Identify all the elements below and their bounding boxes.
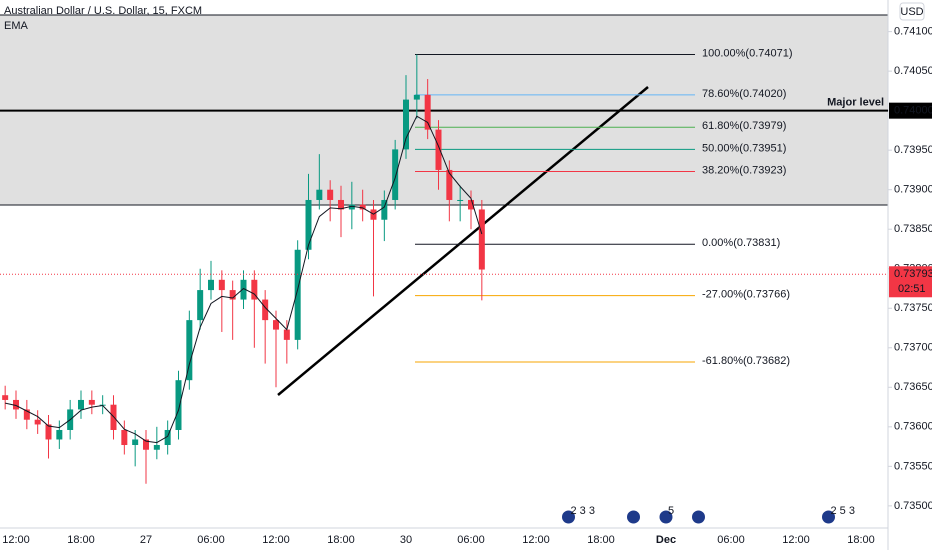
- event-icon: [626, 509, 641, 525]
- candle-body: [121, 429, 128, 446]
- x-tick-label: 18:00: [327, 534, 355, 546]
- event-icon: [821, 509, 836, 525]
- x-tick-label: 12:00: [782, 534, 810, 546]
- trendline: [277, 86, 649, 396]
- candle-body: [327, 189, 334, 200]
- countdown: 02:51: [898, 283, 926, 295]
- major-level-name: Major level: [827, 97, 884, 109]
- candle-body: [392, 149, 399, 200]
- event-label[interactable]: 2 3 3: [571, 505, 595, 517]
- fib-label: -61.80%(0.73682): [702, 355, 790, 367]
- candle-body: [338, 199, 344, 210]
- candle-body: [143, 439, 149, 450]
- currency-button[interactable]: [899, 2, 925, 21]
- x-tick-label: Dec: [656, 534, 676, 546]
- candle-body: [23, 409, 30, 420]
- event-icon: [691, 509, 706, 525]
- event-icon: [561, 509, 576, 525]
- candle-body: [348, 204, 355, 210]
- candle-body: [175, 380, 182, 430]
- x-tick-label: 06:00: [457, 534, 485, 546]
- candle-body: [262, 299, 269, 321]
- candle-body: [316, 189, 323, 200]
- candle-body: [186, 320, 193, 381]
- x-tick-label: 06:00: [717, 534, 745, 546]
- candle-body: [132, 439, 139, 446]
- fib-label: 61.80%(0.73979): [702, 120, 786, 132]
- candle-body: [240, 279, 247, 300]
- candle-body: [381, 199, 388, 220]
- candle-body: [305, 199, 312, 250]
- ema-line: [5, 115, 483, 444]
- major-level-value: 0.74000: [894, 105, 932, 117]
- x-tick-label: 18:00: [847, 534, 875, 546]
- current-price-box: [889, 266, 932, 298]
- indicator-name: EMA: [4, 20, 29, 32]
- candle-body: [197, 290, 204, 321]
- y-tick-label: 0.74050: [894, 65, 932, 77]
- symbol-title: Australian Dollar / U.S. Dollar, 15, FXC…: [4, 5, 202, 17]
- x-tick-label: 27: [140, 534, 152, 546]
- x-tick-label: 12:00: [262, 534, 290, 546]
- y-tick-label: 0.73700: [894, 342, 932, 354]
- y-tick-label: 0.73750: [894, 302, 932, 314]
- candle-body: [446, 169, 453, 200]
- currency[interactable]: USD: [900, 6, 923, 18]
- candle-body: [294, 249, 301, 340]
- x-tick-label: 18:00: [587, 534, 615, 546]
- y-tick-label: 0.73850: [894, 223, 932, 235]
- candle-body: [283, 329, 290, 340]
- major-level-box: [889, 102, 932, 119]
- candle-body: [45, 424, 52, 440]
- candle-body: [403, 99, 409, 150]
- fib-label: -27.00%(0.73766): [702, 289, 790, 301]
- event-label[interactable]: 2 5 3: [831, 505, 855, 517]
- candle-body: [424, 94, 431, 130]
- candle-body: [359, 204, 366, 210]
- candle-body: [13, 399, 19, 410]
- fib-label: 50.00%(0.73951): [702, 142, 786, 154]
- fib-label: 0.00%(0.73831): [702, 237, 780, 249]
- event-label[interactable]: 5: [668, 505, 674, 517]
- candle-body: [2, 395, 9, 400]
- event-icon: [658, 509, 674, 525]
- y-tick-label: 0.73950: [894, 144, 932, 156]
- x-tick-label: 12:00: [2, 534, 30, 546]
- fib-label: 38.20%(0.73923): [702, 164, 786, 176]
- candle-body: [218, 279, 225, 291]
- candle-body: [164, 429, 171, 446]
- current-price-label: 0.73793: [894, 268, 932, 280]
- candle-body: [78, 399, 84, 410]
- y-tick-label: 0.74100: [894, 26, 932, 38]
- candle-body: [56, 429, 63, 440]
- fib-label: 100.00%(0.74071): [702, 47, 793, 59]
- candle-body: [251, 279, 258, 300]
- candle-body: [413, 94, 420, 100]
- candle-body: [478, 209, 485, 270]
- x-tick-label: 18:00: [67, 534, 95, 546]
- x-tick-label: 30: [400, 534, 412, 546]
- candle-body: [34, 419, 41, 425]
- candle-body: [153, 445, 160, 450]
- candle-body: [468, 199, 474, 210]
- candle-body: [208, 279, 214, 291]
- candle-body: [273, 320, 279, 330]
- candle-body: [457, 199, 464, 201]
- y-tick-label: 0.73550: [894, 460, 932, 472]
- candle-body: [435, 129, 442, 170]
- fib-label: 78.60%(0.74020): [702, 88, 786, 100]
- candle-body: [88, 399, 95, 405]
- y-tick-label: 0.73600: [894, 421, 932, 433]
- candle-body: [229, 290, 236, 300]
- x-tick-label: 06:00: [197, 534, 225, 546]
- x-tick-label: 12:00: [522, 534, 550, 546]
- y-tick-label: 0.73900: [894, 184, 932, 196]
- y-tick-label: 0.73500: [894, 500, 932, 512]
- y-tick-label: 0.73650: [894, 381, 932, 393]
